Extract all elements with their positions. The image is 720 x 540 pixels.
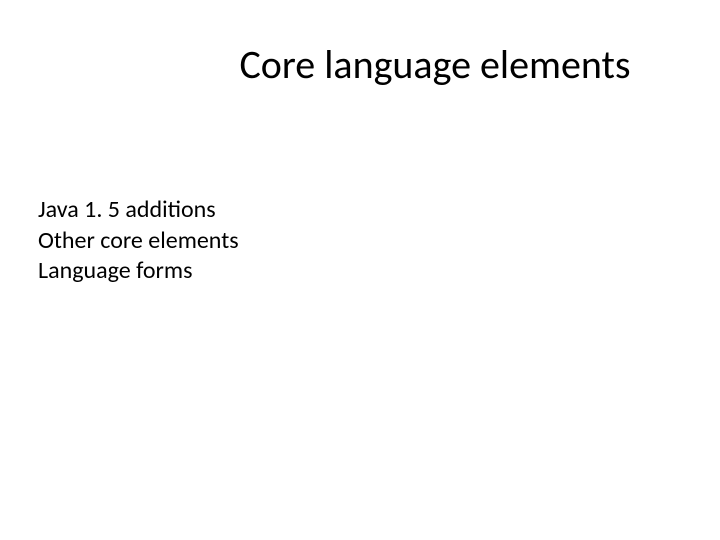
list-item: Language forms [38,256,239,287]
slide-body: Java 1. 5 additions Other core elements … [38,195,239,287]
list-item: Other core elements [38,226,239,257]
slide: Core language elements Java 1. 5 additio… [0,0,720,540]
list-item: Java 1. 5 additions [38,195,239,226]
slide-title: Core language elements [0,40,720,89]
